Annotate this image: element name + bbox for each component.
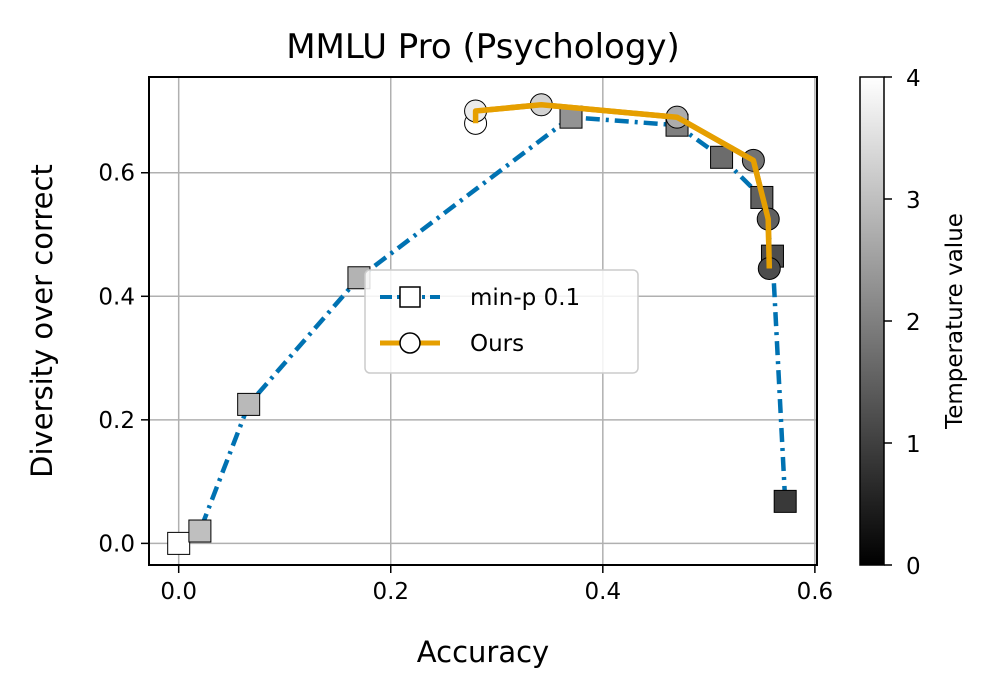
colorbar-label: Temperature value [942,213,968,430]
legend-ours-marker [399,332,421,354]
colorbar-gradient [859,76,885,566]
y-tick-label: 0.2 [98,408,135,434]
min-p-marker [710,145,734,169]
colorbar-tick-label: 3 [906,188,921,214]
x-tick-label: 0.4 [585,579,622,605]
y-axis-label: Diversity over correct [25,164,59,478]
min-p-marker [167,531,191,555]
series-line-1 [472,102,773,269]
colorbar-tick-label: 1 [906,432,921,458]
y-tick-label: 0.6 [98,161,135,187]
colorbar-tick-label: 0 [906,554,921,580]
min-p-marker [188,519,212,543]
x-axis-label: Accuracy [417,635,549,669]
colorbar-ticks: 0 1 2 3 4 [884,66,921,580]
legend-min-p-label: min-p 0.1 [470,285,580,311]
y-tick-label: 0.4 [98,284,135,310]
legend-min-p-marker [399,286,421,308]
min-p-marker [773,489,797,513]
legend-ours-label: Ours [470,331,524,357]
ours-line-overlay [472,102,773,269]
series-markers [167,93,797,555]
plot-frame [148,76,818,566]
x-tick-label: 0.6 [797,579,834,605]
y-tick-label: 0.0 [98,531,135,557]
colorbar-tick-label: 2 [906,310,921,336]
chart-title: MMLU Pro (Psychology) [286,27,680,67]
colorbar-tick-label: 4 [906,66,921,92]
x-tick-label: 0.0 [160,579,197,605]
y-axis-ticks: 0.0 0.2 0.4 0.6 [98,161,149,557]
min-p-marker [237,392,261,416]
x-axis-ticks: 0.0 0.2 0.4 0.6 [160,565,833,605]
x-tick-label: 0.2 [372,579,409,605]
legend: min-p 0.1 Ours [364,269,639,374]
colorbar: 0 1 2 3 4 Temperature value [859,66,968,580]
